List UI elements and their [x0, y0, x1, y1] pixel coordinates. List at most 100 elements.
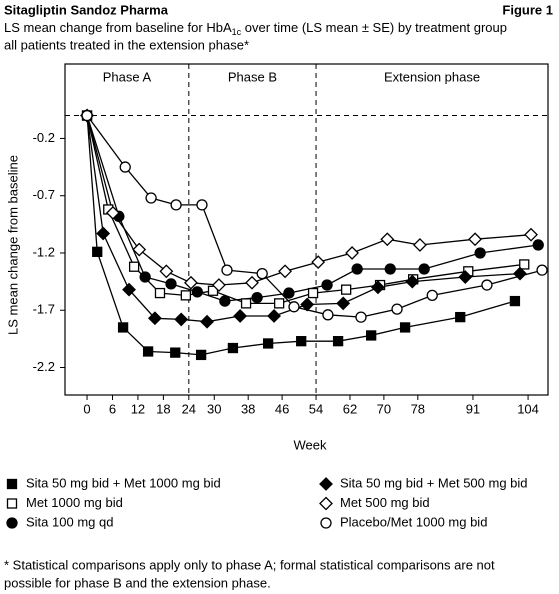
marker [122, 282, 136, 297]
x-tick-label: 70 [377, 401, 391, 416]
marker [147, 311, 162, 326]
marker [345, 246, 360, 260]
marker [174, 312, 189, 327]
phase-label: Phase A [103, 69, 152, 84]
marker [340, 284, 352, 295]
series-line [86, 115, 543, 318]
legend-marker [319, 496, 333, 511]
marker [426, 289, 438, 302]
marker [509, 295, 521, 307]
marker [191, 286, 203, 298]
marker [366, 330, 377, 341]
x-tick-label: 46 [275, 401, 289, 416]
marker [196, 199, 208, 211]
title-part: LS mean change from baseline for HbA [4, 20, 232, 35]
y-tick-label: -2.2 [33, 359, 55, 374]
marker [380, 232, 395, 247]
marker [278, 264, 293, 279]
marker [92, 246, 103, 257]
marker [322, 309, 334, 321]
legend-marker [320, 517, 332, 529]
legend-label: Placebo/Met 1000 mg bid [340, 514, 487, 529]
legend-item: Sita 50 mg bid + Met 1000 mg bid [6, 475, 221, 490]
marker [474, 247, 486, 259]
marker [413, 238, 427, 252]
marker [159, 264, 174, 279]
x-tick-label: 6 [109, 401, 116, 416]
title-subscript: 1c [232, 27, 242, 37]
y-tick-label: -0.2 [33, 130, 55, 145]
legend-label: Met 500 mg bid [340, 495, 430, 510]
y-tick-label: -1.2 [33, 244, 55, 259]
marker [142, 346, 154, 357]
header-right: Figure 1 [502, 2, 553, 17]
marker [288, 301, 300, 313]
marker [184, 275, 198, 290]
marker [384, 263, 396, 275]
x-tick-label: 78 [411, 401, 425, 416]
marker [399, 322, 411, 333]
marker [418, 263, 430, 275]
marker [300, 297, 315, 312]
marker [458, 270, 473, 284]
marker [128, 261, 140, 272]
x-tick-label: 12 [131, 401, 145, 416]
legend-label: Sita 50 mg bid + Met 500 mg bid [340, 475, 528, 490]
x-tick-label: 91 [466, 401, 480, 416]
marker [139, 271, 151, 283]
marker [355, 311, 367, 323]
series-line [86, 115, 525, 305]
marker [532, 239, 544, 251]
marker [245, 275, 259, 290]
legend-marker [6, 478, 18, 490]
marker [227, 342, 239, 354]
marker [251, 291, 263, 304]
marker [391, 303, 403, 315]
header-left: Sitagliptin Sandoz Pharma [4, 2, 169, 17]
legend-item: Placebo/Met 1000 mg bid [320, 514, 487, 529]
y-tick-label: -1.7 [33, 302, 55, 317]
marker [273, 298, 285, 309]
marker [311, 255, 326, 270]
x-tick-label: 62 [343, 401, 357, 416]
marker [468, 232, 482, 247]
legend-label: Sita 100 mg qd [26, 514, 113, 529]
title-part: over time (LS mean ± SE) by treatment gr… [241, 20, 507, 35]
marker [170, 347, 181, 358]
marker [283, 287, 295, 299]
legend-item: Sita 100 mg qd [6, 514, 113, 529]
marker [321, 279, 333, 291]
marker [513, 266, 527, 281]
marker [145, 192, 157, 204]
legend-item: Sita 50 mg bid + Met 500 mg bid [319, 475, 528, 491]
marker [117, 322, 129, 333]
chart-title: LS mean change from baseline for HbA1c o… [4, 20, 507, 37]
legend-marker [319, 477, 333, 491]
marker [351, 263, 363, 275]
plot-frame [64, 63, 549, 396]
phase-label: Phase B [228, 69, 277, 84]
marker [524, 227, 538, 242]
x-tick-label: 24 [182, 401, 196, 416]
marker [519, 259, 530, 270]
x-tick-label: 54 [309, 401, 323, 416]
marker [180, 290, 192, 301]
marker [221, 264, 233, 276]
marker [256, 267, 268, 280]
legend-item: Met 1000 mg bid [6, 495, 123, 510]
marker [96, 226, 111, 241]
x-tick-label: 18 [156, 401, 170, 416]
x-tick-label: 0 [83, 401, 90, 416]
marker [132, 242, 147, 257]
marker [536, 264, 548, 276]
marker [481, 279, 493, 291]
marker [262, 338, 274, 349]
marker [105, 205, 120, 220]
marker [455, 311, 466, 323]
marker [332, 336, 344, 347]
marker [296, 336, 307, 347]
marker [219, 295, 231, 307]
marker [195, 349, 207, 361]
x-tick-label: 104 [517, 401, 539, 416]
